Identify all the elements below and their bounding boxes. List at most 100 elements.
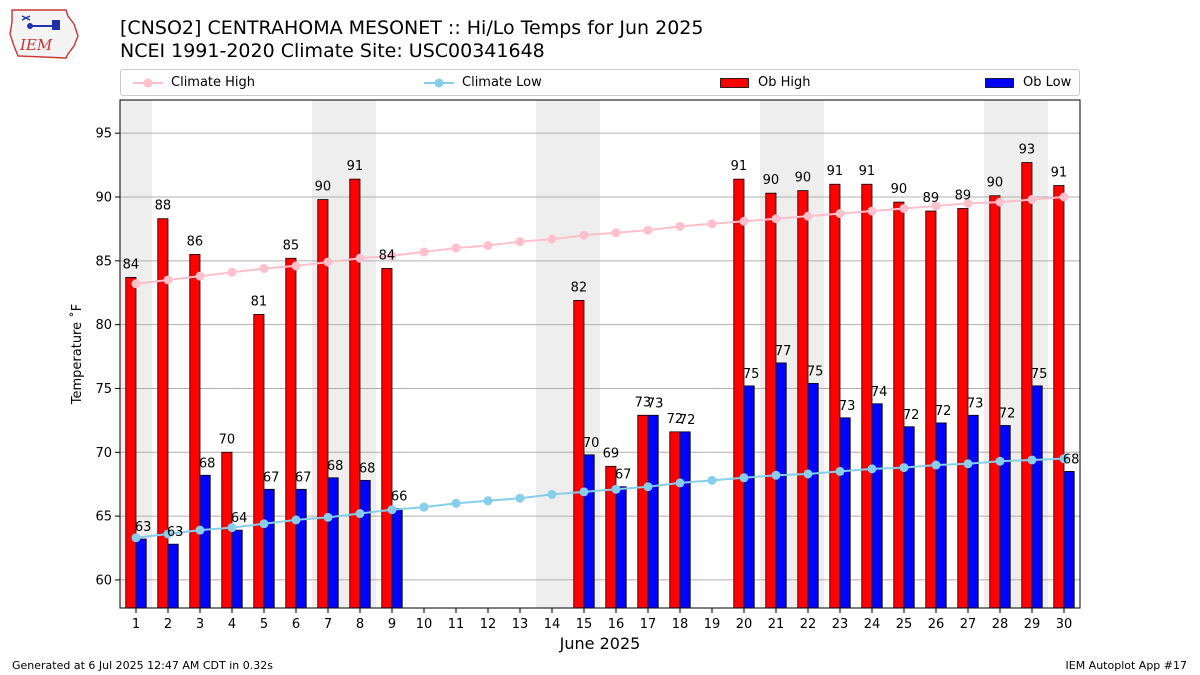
ob-low-label: 67 <box>263 470 280 485</box>
x-tick-label: 2 <box>164 617 172 632</box>
climate-low-line <box>135 457 1065 539</box>
climate-high-point <box>1027 195 1037 205</box>
climate-low-point <box>195 525 205 535</box>
generated-timestamp: Generated at 6 Jul 2025 12:47 AM CDT in … <box>12 659 273 672</box>
climate-low-point <box>643 482 653 492</box>
climate-high-line-icon <box>133 78 163 87</box>
climate-high-point <box>323 257 333 267</box>
climate-low-point <box>515 493 525 503</box>
y-tick-label: 95 <box>95 127 112 142</box>
y-tick-label: 65 <box>95 510 112 525</box>
ob-low-bar <box>327 477 339 609</box>
ob-high-label: 91 <box>347 159 364 174</box>
x-tick-label: 17 <box>640 617 657 632</box>
climate-low-point <box>707 475 717 485</box>
climate-high-point <box>227 267 237 277</box>
ob-low-label: 67 <box>295 470 312 485</box>
ob-high-bar <box>253 314 265 609</box>
climate-high-point <box>291 261 301 271</box>
ob-low-bar <box>167 543 179 609</box>
climate-low-point <box>931 460 941 470</box>
climate-low-point <box>227 523 237 533</box>
x-tick-label: 22 <box>800 617 817 632</box>
ob-low-label: 68 <box>199 456 216 471</box>
x-tick-label: 12 <box>480 617 497 632</box>
climate-low-point <box>611 484 621 494</box>
ob-low-label: 74 <box>871 385 888 400</box>
x-tick-label: 27 <box>960 617 977 632</box>
ob-high-label: 88 <box>155 199 172 214</box>
ob-high-bar <box>1021 162 1033 609</box>
climate-high-point <box>803 211 813 221</box>
ob-low-label: 64 <box>231 511 248 526</box>
legend-item-ob-low: Ob Low <box>985 70 1071 95</box>
climate-low-point <box>899 463 909 473</box>
x-tick-label: 6 <box>292 617 300 632</box>
ob-low-label: 73 <box>647 396 664 411</box>
climate-low-point <box>547 489 557 499</box>
y-tick-label: 80 <box>95 318 112 333</box>
ob-low-bar <box>871 403 883 609</box>
legend-label-climate-low: Climate Low <box>462 75 542 90</box>
ob-high-bar <box>125 277 137 609</box>
climate-high-point <box>643 225 653 235</box>
climate-low-point <box>483 496 493 506</box>
weekend-shade <box>536 100 568 608</box>
ob-high-bar <box>893 201 905 609</box>
ob-high-bar <box>349 178 361 609</box>
x-tick-label: 28 <box>992 617 1009 632</box>
ob-low-label: 68 <box>359 461 376 476</box>
ob-low-bar <box>807 382 819 609</box>
x-tick-label: 5 <box>260 617 268 632</box>
ob-low-swatch-icon <box>985 77 1014 88</box>
y-tick-label: 60 <box>95 573 112 588</box>
ob-low-label: 73 <box>839 399 856 414</box>
ob-high-bar <box>189 254 201 609</box>
ob-low-bar <box>743 385 755 609</box>
climate-high-point <box>995 197 1005 207</box>
x-tick-label: 11 <box>448 617 465 632</box>
ob-low-bar <box>935 422 947 609</box>
x-tick-label: 20 <box>736 617 753 632</box>
climate-high-point <box>867 206 877 216</box>
x-tick-label: 15 <box>576 617 593 632</box>
climate-high-point <box>611 228 621 238</box>
x-tick-label: 29 <box>1024 617 1041 632</box>
climate-low-point <box>1027 455 1037 465</box>
climate-low-point <box>803 469 813 479</box>
climate-high-point <box>579 230 589 240</box>
ob-low-bar <box>263 488 275 609</box>
x-tick-label: 26 <box>928 617 945 632</box>
ob-high-swatch-icon <box>720 77 749 88</box>
y-tick-label: 70 <box>95 446 112 461</box>
ob-low-label: 68 <box>327 459 344 474</box>
ob-low-bar <box>583 454 595 609</box>
climate-high-point <box>739 216 749 226</box>
plot-frame <box>119 99 1081 609</box>
climate-high-point <box>163 275 173 285</box>
ob-low-label: 75 <box>807 364 824 379</box>
legend-item-climate-low: Climate Low <box>424 70 542 95</box>
x-tick-label: 8 <box>356 617 364 632</box>
ob-low-label: 72 <box>999 406 1016 421</box>
climate-low-point <box>387 505 397 515</box>
ob-low-bar <box>295 488 307 609</box>
x-tick-label: 10 <box>416 617 433 632</box>
climate-low-point <box>419 502 429 512</box>
climate-low-point <box>579 487 589 497</box>
climate-high-point <box>259 263 269 273</box>
climate-high-point <box>899 203 909 213</box>
climate-low-line-icon <box>424 78 454 87</box>
ob-high-label: 85 <box>283 238 300 253</box>
y-tick-label: 75 <box>95 382 112 397</box>
ob-high-label: 90 <box>987 176 1004 191</box>
x-tick-label: 4 <box>228 617 236 632</box>
climate-high-point <box>771 214 781 224</box>
x-tick-label: 13 <box>512 617 529 632</box>
x-tick-label: 1 <box>132 617 140 632</box>
ob-high-label: 89 <box>923 191 940 206</box>
ob-low-label: 68 <box>1063 452 1080 467</box>
ob-low-label: 72 <box>935 404 952 419</box>
x-tick-label: 23 <box>832 617 849 632</box>
climate-high-point <box>675 221 685 231</box>
